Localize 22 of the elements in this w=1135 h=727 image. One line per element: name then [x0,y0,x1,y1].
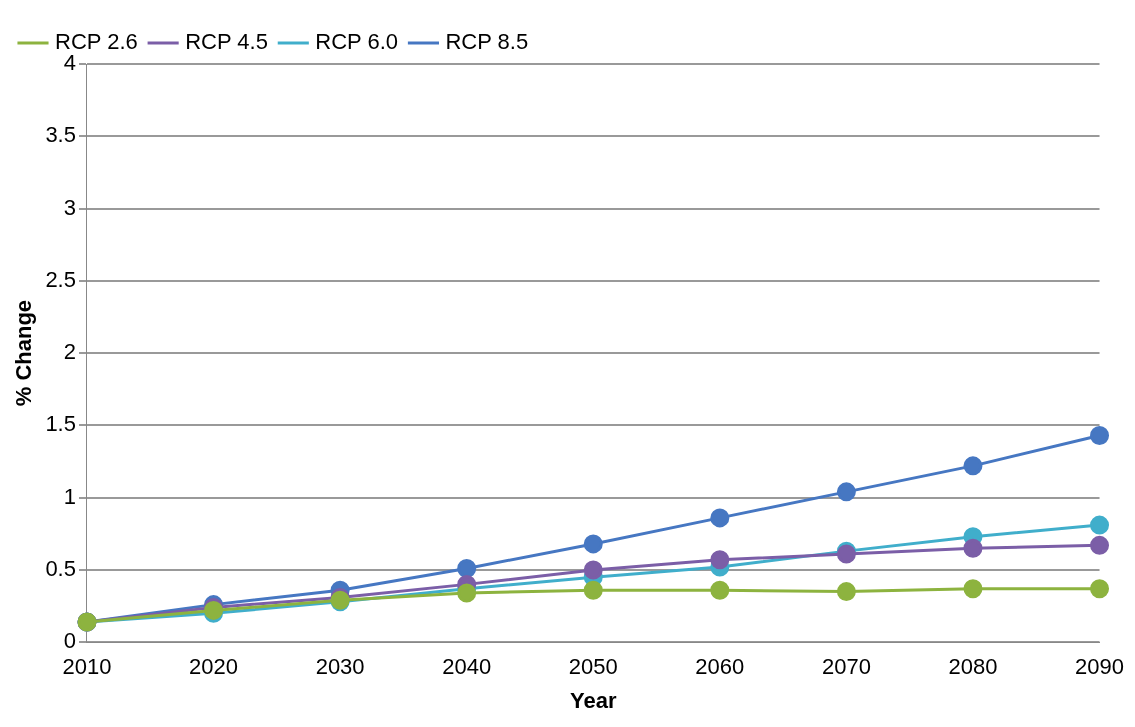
y-tick-label: 2 [63,339,76,365]
legend-label: RCP 4.5 [185,29,268,55]
x-tick-label: 2040 [442,654,492,680]
y-tick-label: 3 [63,194,76,220]
y-tick-label: 1.5 [45,411,76,437]
y-tick-label: 0 [63,628,76,654]
x-tick-label: 2070 [821,654,871,680]
y-tick-label: 3.5 [45,122,76,148]
x-tick-label: 2080 [948,654,998,680]
x-tick-label: 2010 [62,654,112,680]
y-tick-label: 2.5 [45,266,76,292]
legend-label: RCP 6.0 [315,29,399,55]
x-tick-label: 2060 [695,654,745,680]
y-tick-label: 1 [63,483,76,509]
x-tick-label: 2050 [568,654,618,680]
legend-label: RCP 8.5 [445,29,529,55]
x-tick-label: 2030 [315,654,365,680]
x-tick-label: 2020 [189,654,239,680]
x-axis-title: Year [570,687,617,713]
x-tick-label: 2090 [1075,654,1125,680]
y-axis-title: % Change [11,299,37,407]
y-tick-label: 0.5 [45,555,76,581]
